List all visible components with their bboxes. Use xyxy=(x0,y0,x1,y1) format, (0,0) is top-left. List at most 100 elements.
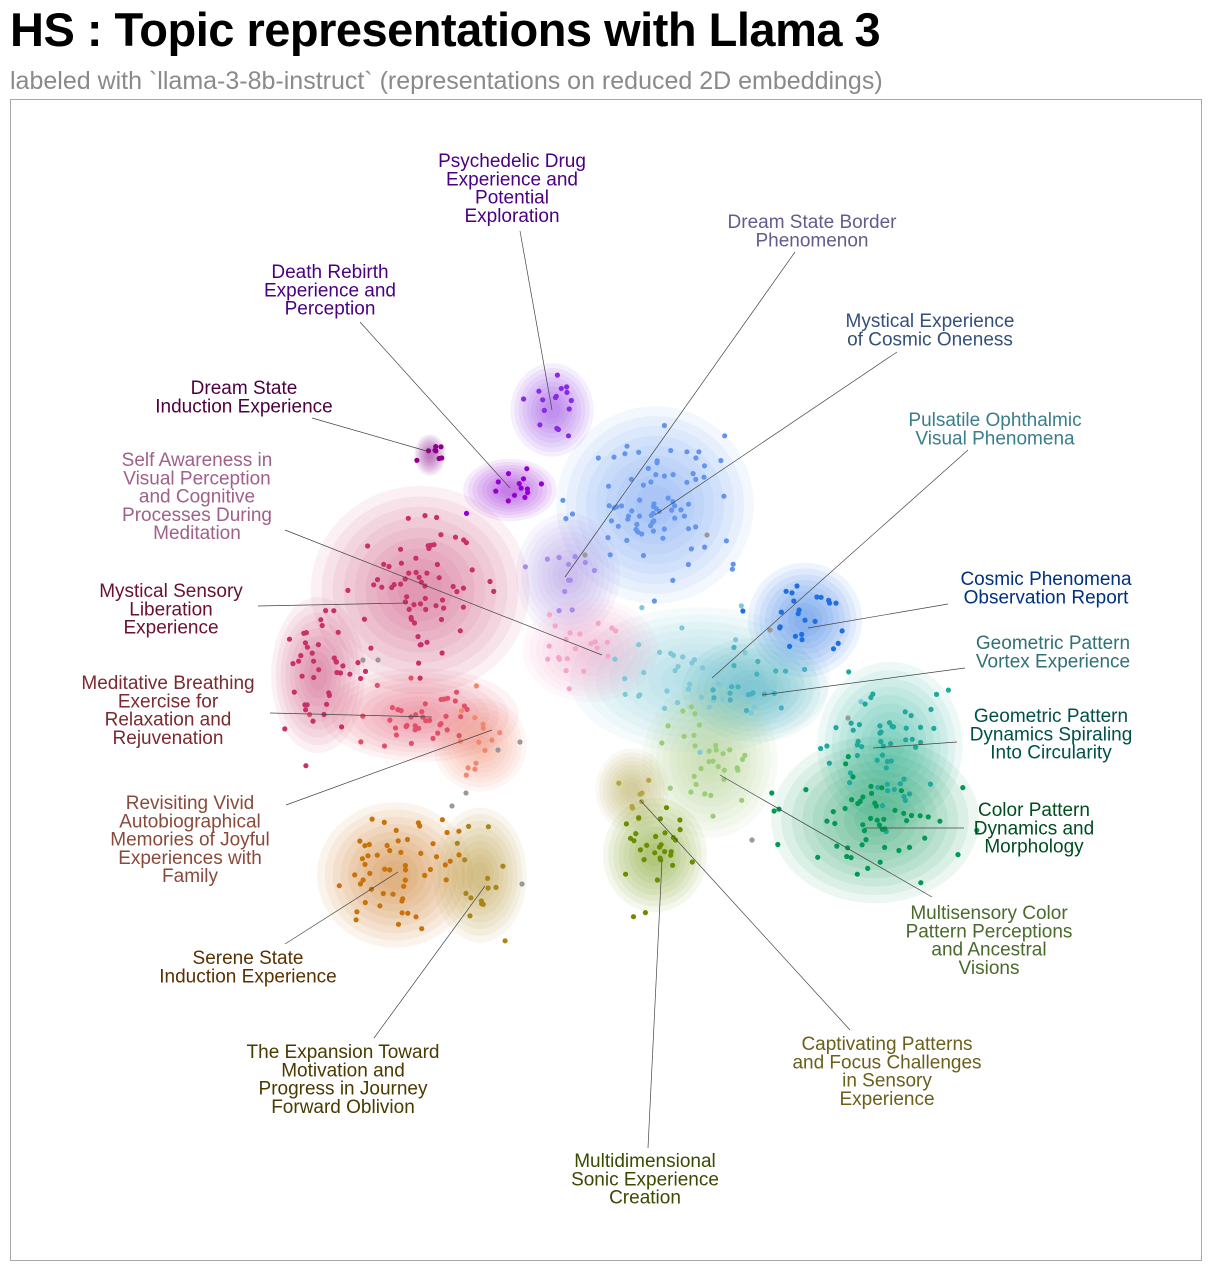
topic-label-line: Meditation xyxy=(153,523,241,544)
data-point xyxy=(408,714,414,720)
data-point xyxy=(315,642,321,648)
data-point xyxy=(623,871,629,877)
data-point xyxy=(386,563,392,570)
data-point xyxy=(445,695,451,701)
topic-label-line: Induction Experience xyxy=(159,966,336,987)
data-point xyxy=(782,668,789,674)
data-point xyxy=(460,604,466,610)
density-pulsatile xyxy=(570,607,830,753)
data-point xyxy=(681,513,688,519)
data-point xyxy=(402,599,408,605)
data-point xyxy=(452,534,459,540)
data-point xyxy=(700,665,706,671)
data-point xyxy=(888,741,894,747)
data-point xyxy=(380,890,386,897)
data-point xyxy=(733,637,739,643)
data-point xyxy=(307,711,313,718)
data-point xyxy=(713,742,719,749)
data-point xyxy=(588,640,594,647)
data-point xyxy=(886,720,893,726)
data-point xyxy=(525,489,531,496)
data-point xyxy=(880,743,887,749)
data-point xyxy=(419,709,425,715)
data-point xyxy=(783,588,789,594)
density-expansion xyxy=(433,807,527,943)
data-point xyxy=(476,739,482,745)
data-point xyxy=(672,503,678,509)
data-point xyxy=(802,617,808,623)
data-point xyxy=(818,594,824,600)
data-point xyxy=(402,867,409,873)
data-point xyxy=(439,597,446,603)
leader-line-revisiting xyxy=(285,729,493,806)
data-point xyxy=(903,737,909,743)
points-outliers xyxy=(360,532,851,887)
data-point xyxy=(787,643,793,650)
data-point xyxy=(918,880,924,886)
data-point xyxy=(697,749,703,755)
data-point xyxy=(727,690,733,696)
data-point xyxy=(824,818,830,824)
topic-label-dream-border: Dream State Border Phenomenon xyxy=(728,212,898,251)
data-point xyxy=(740,608,746,614)
data-point xyxy=(541,407,547,413)
topic-labels-layer: Psychedelic Drug Experience and Potential E… xyxy=(81,151,1132,1209)
data-point xyxy=(906,791,913,797)
topic-label-line: Observation Report xyxy=(964,587,1129,608)
topic-label-cosmic-report: Cosmic Phenomena Observation Report xyxy=(960,569,1132,608)
density-contour xyxy=(379,860,411,890)
data-point xyxy=(931,725,937,732)
data-point xyxy=(630,914,637,920)
density-sensory-liberation xyxy=(310,486,530,694)
topic-label-morphology: Color Pattern Dynamics and Morphology xyxy=(974,800,1094,858)
density-contour xyxy=(398,569,442,611)
topic-label-death-rebirth: Death Rebirth Experience and Perception xyxy=(264,262,396,320)
topic-label-line: Serene State xyxy=(193,948,304,969)
data-point xyxy=(608,518,615,524)
data-point xyxy=(721,493,727,499)
data-point xyxy=(657,857,664,863)
data-point xyxy=(353,917,359,923)
data-point xyxy=(311,674,317,681)
data-point xyxy=(605,483,612,489)
data-point xyxy=(720,696,726,702)
data-point xyxy=(520,476,527,482)
data-point xyxy=(824,743,830,749)
data-point xyxy=(302,640,308,646)
points-death-rebirth xyxy=(463,466,545,516)
data-point xyxy=(564,389,570,395)
data-point xyxy=(324,701,330,707)
density-contour xyxy=(308,659,328,691)
leader-line-dream-induction xyxy=(311,417,431,453)
data-point xyxy=(480,901,486,907)
outlier-point xyxy=(449,803,455,809)
density-contour xyxy=(303,651,333,699)
topic-label-line: Dynamics and xyxy=(974,818,1094,839)
data-point xyxy=(331,608,337,614)
data-point xyxy=(522,564,529,570)
data-point xyxy=(687,681,693,687)
data-point xyxy=(487,578,493,585)
leader-line-sonic xyxy=(647,859,663,1149)
outlier-point xyxy=(375,657,381,663)
data-point xyxy=(651,501,657,507)
topic-label-serene: Serene State Induction Experience xyxy=(159,948,336,987)
data-point xyxy=(381,743,388,749)
topic-label-line: Geometric Pattern xyxy=(974,706,1128,727)
data-point xyxy=(335,629,341,635)
data-point xyxy=(747,682,753,688)
density-contour xyxy=(447,827,513,923)
data-point xyxy=(739,756,746,763)
topic-label-vortex: Geometric Pattern Vortex Experience xyxy=(976,633,1130,672)
data-point xyxy=(489,737,495,743)
topic-label-self-awareness: Self Awareness in Visual Perception and Co… xyxy=(122,450,273,544)
data-point xyxy=(622,691,628,698)
data-point xyxy=(858,699,864,705)
data-point xyxy=(326,692,332,699)
density-contour xyxy=(718,664,792,716)
data-point xyxy=(868,815,874,822)
data-point xyxy=(331,655,337,661)
data-point xyxy=(664,688,670,694)
data-point xyxy=(334,669,340,676)
data-point xyxy=(567,577,573,583)
